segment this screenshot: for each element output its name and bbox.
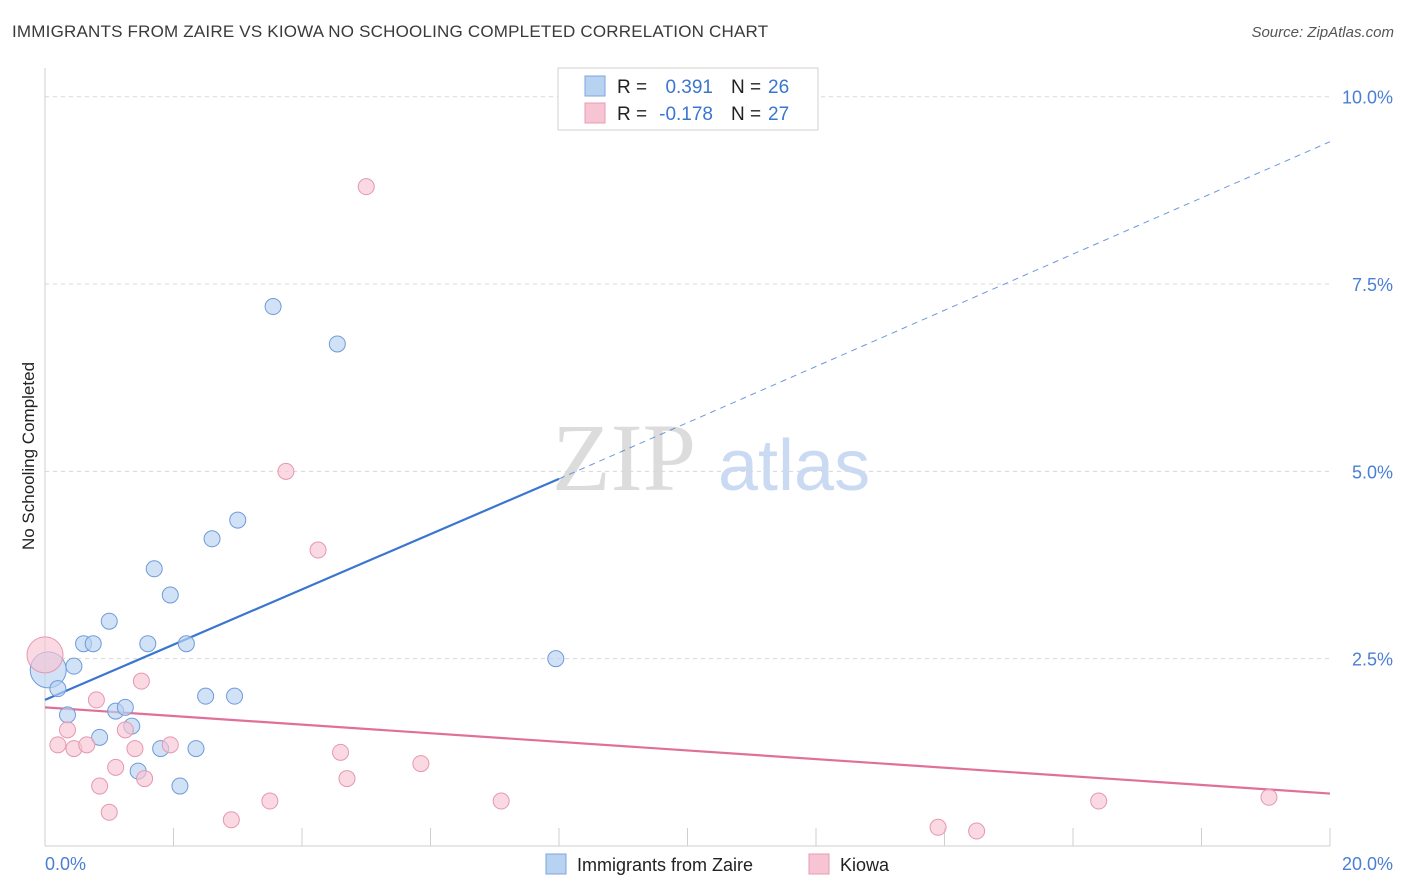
- point-kiowa-14: [222, 811, 240, 829]
- watermark-atlas: atlas: [718, 426, 870, 506]
- point-kiowa-6: [91, 777, 109, 795]
- point-zaire-19: [197, 687, 215, 705]
- point-zaire-6: [91, 728, 109, 746]
- point-kiowa-13: [161, 736, 179, 754]
- point-zaire-16: [171, 777, 189, 795]
- point-kiowa-22: [492, 792, 510, 810]
- source-label: Source: ZipAtlas.com: [1251, 24, 1394, 41]
- legend-r-label-2: R =: [617, 104, 647, 125]
- trend-line-kiowa: [44, 706, 1331, 795]
- point-kiowa-4: [78, 736, 96, 754]
- point-kiowa-12: [136, 770, 154, 788]
- point-zaire-21: [226, 687, 244, 705]
- legend-n-label-2: N =: [731, 104, 761, 125]
- point-kiowa-20: [357, 178, 375, 196]
- point-zaire-15: [161, 586, 179, 604]
- x-tick-label-min: 0.0%: [45, 854, 86, 874]
- point-kiowa-21: [412, 755, 430, 773]
- point-kiowa-18: [332, 743, 350, 761]
- legend-n-value-2: 27: [768, 104, 789, 125]
- data-points: [26, 178, 1278, 840]
- point-kiowa-16: [277, 462, 295, 480]
- bottom-legend-swatch-pink: [808, 853, 830, 875]
- point-kiowa-2: [58, 721, 76, 739]
- trend-line-zaire: [44, 477, 560, 701]
- point-zaire-12: [139, 635, 157, 653]
- point-kiowa-19: [338, 770, 356, 788]
- point-zaire-25: [547, 650, 565, 668]
- point-kiowa-8: [107, 758, 125, 776]
- bottom-legend-label-blue: Immigrants from Zaire: [577, 855, 753, 875]
- legend-n-label-1: N =: [731, 77, 761, 98]
- point-zaire-18: [187, 740, 205, 758]
- y-tick-label-1: 5.0%: [1352, 462, 1393, 482]
- point-kiowa-15: [261, 792, 279, 810]
- point-zaire-2: [58, 706, 76, 724]
- y-tick-label-2: 7.5%: [1352, 275, 1393, 295]
- point-kiowa-9: [116, 721, 134, 739]
- tick-labels: 2.5% 5.0% 7.5% 10.0% 0.0% 20.0%: [45, 88, 1393, 874]
- legend-swatch-pink: [584, 102, 606, 124]
- y-axis-label: No Schooling Completed: [19, 362, 38, 550]
- legend-r-value-1: 0.391: [665, 77, 713, 98]
- point-zaire-9: [116, 698, 134, 716]
- legend-swatch-blue: [584, 75, 606, 97]
- point-kiowa-0: [26, 636, 64, 674]
- point-zaire-22: [229, 511, 247, 529]
- grid-lines: [45, 96, 1330, 660]
- point-kiowa-7: [100, 803, 118, 821]
- y-tick-label-0: 2.5%: [1352, 650, 1393, 670]
- point-zaire-24: [328, 335, 346, 353]
- legend-r-label-1: R =: [617, 77, 647, 98]
- legend: R = 0.391 N = 26 R = -0.178 N = 27: [557, 67, 819, 131]
- point-kiowa-17: [309, 541, 327, 559]
- point-kiowa-24: [968, 822, 986, 840]
- trend-line-zaire-extension: [558, 141, 1331, 480]
- x-tick-label-max: 20.0%: [1342, 854, 1393, 874]
- point-kiowa-23: [929, 818, 947, 836]
- trend-lines: [44, 141, 1331, 795]
- y-tick-label-3: 10.0%: [1342, 88, 1393, 108]
- bottom-legend-label-pink: Kiowa: [840, 855, 890, 875]
- point-kiowa-1: [49, 736, 67, 754]
- point-zaire-13: [145, 560, 163, 578]
- point-kiowa-5: [87, 691, 105, 709]
- chart-title: IMMIGRANTS FROM ZAIRE VS KIOWA NO SCHOOL…: [12, 22, 769, 41]
- point-kiowa-10: [126, 740, 144, 758]
- point-zaire-3: [65, 657, 83, 675]
- point-zaire-5: [84, 635, 102, 653]
- point-zaire-7: [100, 612, 118, 630]
- point-zaire-20: [203, 530, 221, 548]
- point-zaire-23: [264, 298, 282, 316]
- bottom-legend: Immigrants from Zaire Kiowa: [545, 853, 890, 875]
- point-kiowa-26: [1260, 788, 1278, 806]
- legend-n-value-1: 26: [768, 77, 789, 98]
- point-zaire-17: [177, 635, 195, 653]
- point-kiowa-11: [132, 672, 150, 690]
- bottom-legend-swatch-blue: [545, 853, 567, 875]
- watermark-zip: ZIP: [552, 404, 696, 511]
- point-kiowa-25: [1090, 792, 1108, 810]
- point-zaire-1: [49, 680, 67, 698]
- legend-r-value-2: -0.178: [659, 104, 713, 125]
